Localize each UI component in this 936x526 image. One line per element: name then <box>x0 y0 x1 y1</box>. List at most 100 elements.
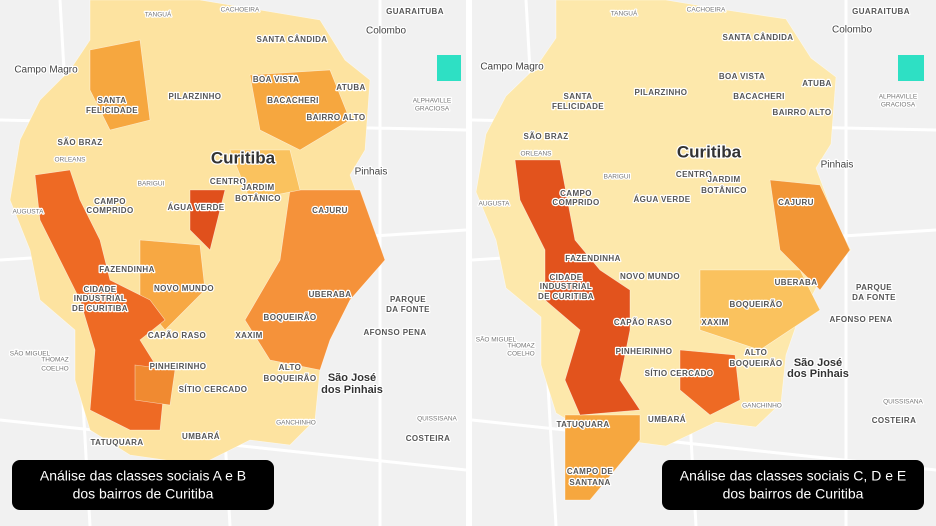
map-label: ÁGUA VERDE <box>167 203 224 212</box>
map-label: TATUQUARA <box>90 438 143 447</box>
map-label: BOTÂNICO <box>701 186 747 195</box>
map-label: THOMAZ <box>41 357 68 364</box>
map-label: Colombo <box>832 25 872 36</box>
map-label: TATUQUARA <box>556 420 609 429</box>
map-label: BARIGUI <box>138 181 165 188</box>
map-label: Pinhais <box>355 167 388 178</box>
caption-box <box>662 460 924 510</box>
map-label: Curitiba <box>677 142 742 161</box>
map-label: Pinhais <box>821 160 854 171</box>
neighborhood <box>89 39 151 131</box>
map-label: CAPÃO RASO <box>148 331 206 340</box>
map-label: FAZENDINHA <box>99 265 155 274</box>
labels: TANGUÁ CACHOEIRA GUARAITUBA SANTA CÂNDIDA Co… <box>9 5 925 488</box>
map-label: UMBARÁ <box>182 432 220 441</box>
map-label: SANTA CÂNDIDA <box>723 33 794 42</box>
map-label: CIDADE <box>549 273 582 282</box>
map-label: BOQUEIRÃO <box>730 359 783 368</box>
map-label: SANTA <box>98 96 127 105</box>
map-label: AUGUSTA <box>13 209 45 216</box>
map-label: FELICIDADE <box>552 102 604 111</box>
map-label: CENTRO <box>210 177 246 186</box>
map-label: BOQUEIRÃO <box>730 300 783 309</box>
map-label: THOMAZ <box>507 343 534 350</box>
neighborhood <box>189 189 226 251</box>
map-label: FAZENDINHA <box>565 254 621 263</box>
map-label: COMPRIDO <box>86 206 133 215</box>
caption-box <box>12 460 274 510</box>
map-label: COSTEIRA <box>406 434 451 443</box>
water <box>437 55 461 81</box>
map-label: BACACHERI <box>733 92 785 101</box>
map-label: GUARAITUBA <box>386 7 444 16</box>
map-label: BOA VISTA <box>253 75 299 84</box>
neighborhood <box>134 364 176 406</box>
map-label: BOA VISTA <box>719 72 765 81</box>
map-label: UBERABA <box>775 278 818 287</box>
caption: dos bairros de Curitiba <box>723 486 864 502</box>
neighborhood <box>679 349 741 416</box>
map-label: JARDIM <box>241 183 274 192</box>
caption: dos bairros de Curitiba <box>73 486 214 502</box>
map-label: COELHO <box>507 351 534 358</box>
map-label: ATUBA <box>336 83 365 92</box>
map-label: QUISSISANA <box>417 416 457 423</box>
neighborhood <box>769 179 851 291</box>
map-label: ATUBA <box>802 79 831 88</box>
map-label: DA FONTE <box>386 305 430 314</box>
map-label: PILARZINHO <box>169 92 222 101</box>
map-label: CACHOEIRA <box>221 7 260 14</box>
map-label: AFONSO PENA <box>829 315 892 324</box>
map-label: BAIRRO ALTO <box>773 108 832 117</box>
map-label: GRACIOSA <box>881 102 916 109</box>
map-label: dos Pinhais <box>321 384 383 396</box>
map-label: BOTÂNICO <box>235 194 281 203</box>
map-label: JARDIM <box>707 175 740 184</box>
map-label: AUGUSTA <box>479 201 511 208</box>
map-label: SÃO MIGUEL <box>10 349 51 358</box>
map-label: XAXIM <box>235 331 262 340</box>
map-label: CENTRO <box>676 170 712 179</box>
neighborhood <box>564 414 641 501</box>
map-label: TANGUÁ <box>145 10 172 19</box>
neighborhood <box>139 239 206 331</box>
map-label: ÁGUA VERDE <box>633 195 690 204</box>
map-label: COSTEIRA <box>872 416 917 425</box>
map-label: CAJURU <box>312 206 348 215</box>
map-label: SÍTIO CERCADO <box>179 385 248 394</box>
map-label: GANCHINHO <box>276 420 316 427</box>
neighborhood <box>229 149 301 201</box>
neighborhood <box>244 189 386 371</box>
map-label: SANTANA <box>569 478 610 487</box>
map-label: XAXIM <box>701 318 728 327</box>
map-label: dos Pinhais <box>787 368 849 380</box>
map-label: TANGUÁ <box>611 9 638 18</box>
map-label: ALTO <box>279 363 302 372</box>
map-label: DE CURITIBA <box>538 292 594 301</box>
map-label: SÍTIO CERCADO <box>645 369 714 378</box>
map-label: PARQUE <box>390 295 426 304</box>
map-label: PILARZINHO <box>635 88 688 97</box>
map-label: UMBARÁ <box>648 415 686 424</box>
map-label: BARIGUI <box>604 174 631 181</box>
map-label: PINHEIRINHO <box>616 347 673 356</box>
map-label: SÃO BRAZ <box>58 138 103 147</box>
map-label: ORLEANS <box>54 157 86 164</box>
map-label: INDUSTRIAL <box>540 282 592 291</box>
map-label: Colombo <box>366 26 406 37</box>
map-label: FELICIDADE <box>86 106 138 115</box>
map-label: GANCHINHO <box>742 403 782 410</box>
map-label: NOVO MUNDO <box>154 284 214 293</box>
map-label: CIDADE <box>83 285 116 294</box>
map-label: COELHO <box>41 366 68 373</box>
map-label: SÃO MIGUEL <box>476 335 517 344</box>
map-label: BACACHERI <box>267 96 319 105</box>
map-label: BOQUEIRÃO <box>264 313 317 322</box>
map-label: AFONSO PENA <box>363 328 426 337</box>
map-label: São José <box>328 372 376 384</box>
map-label: CAMPO DE <box>567 467 614 476</box>
map-label: QUISSISANA <box>883 399 923 406</box>
map-label: GRACIOSA <box>415 106 450 113</box>
map-label: ALPHAVILLE <box>413 98 452 105</box>
